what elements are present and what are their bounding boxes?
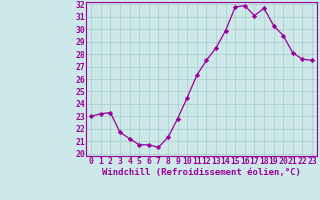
X-axis label: Windchill (Refroidissement éolien,°C): Windchill (Refroidissement éolien,°C) [102,168,301,177]
